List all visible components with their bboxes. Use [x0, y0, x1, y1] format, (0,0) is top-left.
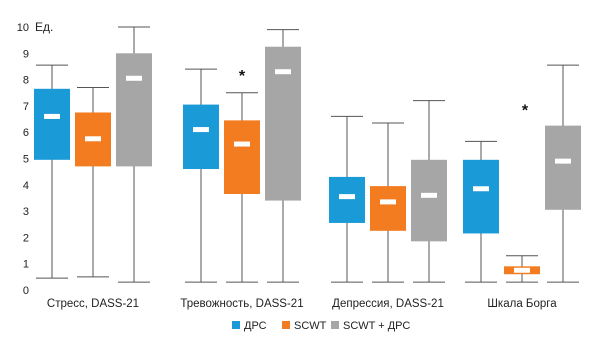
median-marker	[421, 192, 437, 198]
median-marker	[85, 136, 101, 142]
y-tick-label: 5	[23, 154, 29, 166]
legend-swatch	[282, 321, 290, 329]
box-scwt-+-дрс	[411, 159, 447, 242]
y-tick-label: 10	[17, 22, 29, 34]
boxes-layer	[34, 46, 581, 275]
median-marker	[339, 194, 355, 200]
median-marker	[555, 158, 571, 164]
box-scwt-+-дрс	[116, 53, 152, 167]
y-tick-label: 3	[23, 206, 29, 218]
category-label: Шкала Борга	[487, 298, 557, 310]
median-marker	[193, 127, 209, 133]
box-дрс	[34, 88, 70, 160]
y-tick-label: 0	[23, 285, 29, 297]
legend-label: SCWT	[294, 320, 327, 332]
category-label: Тревожность, DASS-21	[180, 298, 303, 310]
legend-label: ДРС	[244, 320, 267, 332]
y-tick-label: 9	[23, 48, 29, 60]
medians-layer	[44, 69, 571, 273]
median-marker	[514, 267, 530, 273]
median-marker	[473, 186, 489, 192]
legend-swatch	[331, 321, 339, 329]
y-tick-label: 7	[23, 101, 29, 113]
legend: ДРС SCWT SCWT + ДРС	[232, 320, 410, 332]
median-marker	[275, 69, 291, 75]
box-scwt	[370, 186, 406, 231]
category-label: Депрессия, DASS-21	[332, 298, 444, 310]
median-marker	[44, 113, 60, 119]
median-marker	[126, 75, 142, 81]
median-marker	[234, 141, 250, 147]
box-scwt	[224, 120, 260, 195]
y-tick-label: 4	[23, 180, 29, 192]
box-дрс	[183, 104, 219, 170]
significance-star: *	[239, 68, 246, 85]
significance-star: *	[522, 103, 529, 120]
y-tick-label: 1	[23, 259, 29, 271]
y-axis: 0 1 2 3 4 5 6 7 8 9 10 Ед.	[17, 20, 54, 297]
y-tick-label: 6	[23, 127, 29, 139]
category-labels: Стресс, DASS-21 Тревожность, DASS-21 Депре…	[47, 298, 557, 310]
y-tick-label: 2	[23, 232, 29, 244]
box-дрс	[329, 176, 365, 223]
box-дрс	[463, 159, 499, 234]
category-label: Стресс, DASS-21	[47, 298, 139, 310]
y-tick-label: 8	[23, 75, 29, 87]
y-unit-label: Ед.	[35, 20, 53, 34]
legend-swatch	[232, 321, 240, 329]
box-scwt-+-дрс	[545, 125, 581, 210]
significance-layer: **	[239, 68, 529, 120]
median-marker	[380, 199, 396, 205]
legend-label: SCWT + ДРС	[343, 320, 410, 332]
